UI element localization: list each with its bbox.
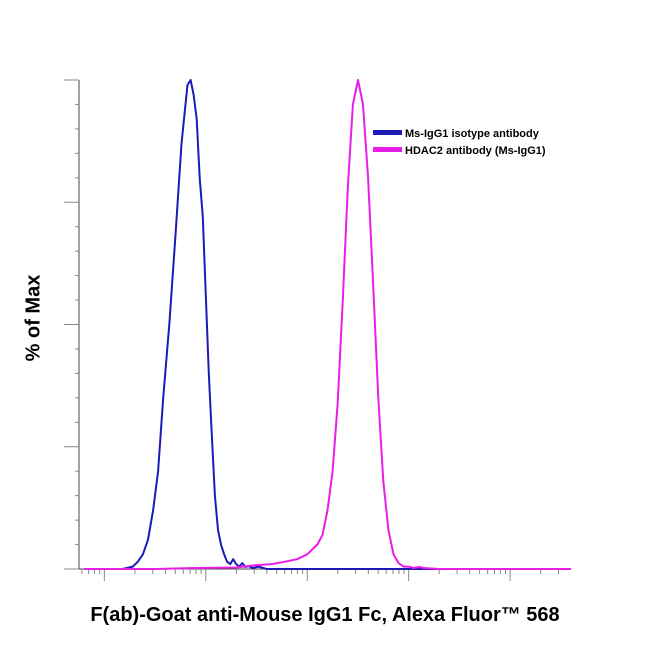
series-layer	[84, 79, 571, 570]
x-axis-label: F(ab)-Goat anti-Mouse IgG1 Fc, Alexa Flu…	[90, 604, 560, 626]
series-line-2	[84, 79, 571, 570]
y-axis-label: % of Max	[22, 274, 45, 362]
legend: Ms-IgG1 isotype antibody HDAC2 antibody (…	[373, 128, 546, 157]
legend-swatch-1	[373, 130, 402, 135]
series-line-1	[122, 79, 571, 570]
legend-label-1: Ms-IgG1 isotype antibody	[405, 128, 540, 140]
legend-swatch-2	[373, 147, 402, 152]
legend-label-2: HDAC2 antibody (Ms-IgG1)	[405, 145, 546, 157]
